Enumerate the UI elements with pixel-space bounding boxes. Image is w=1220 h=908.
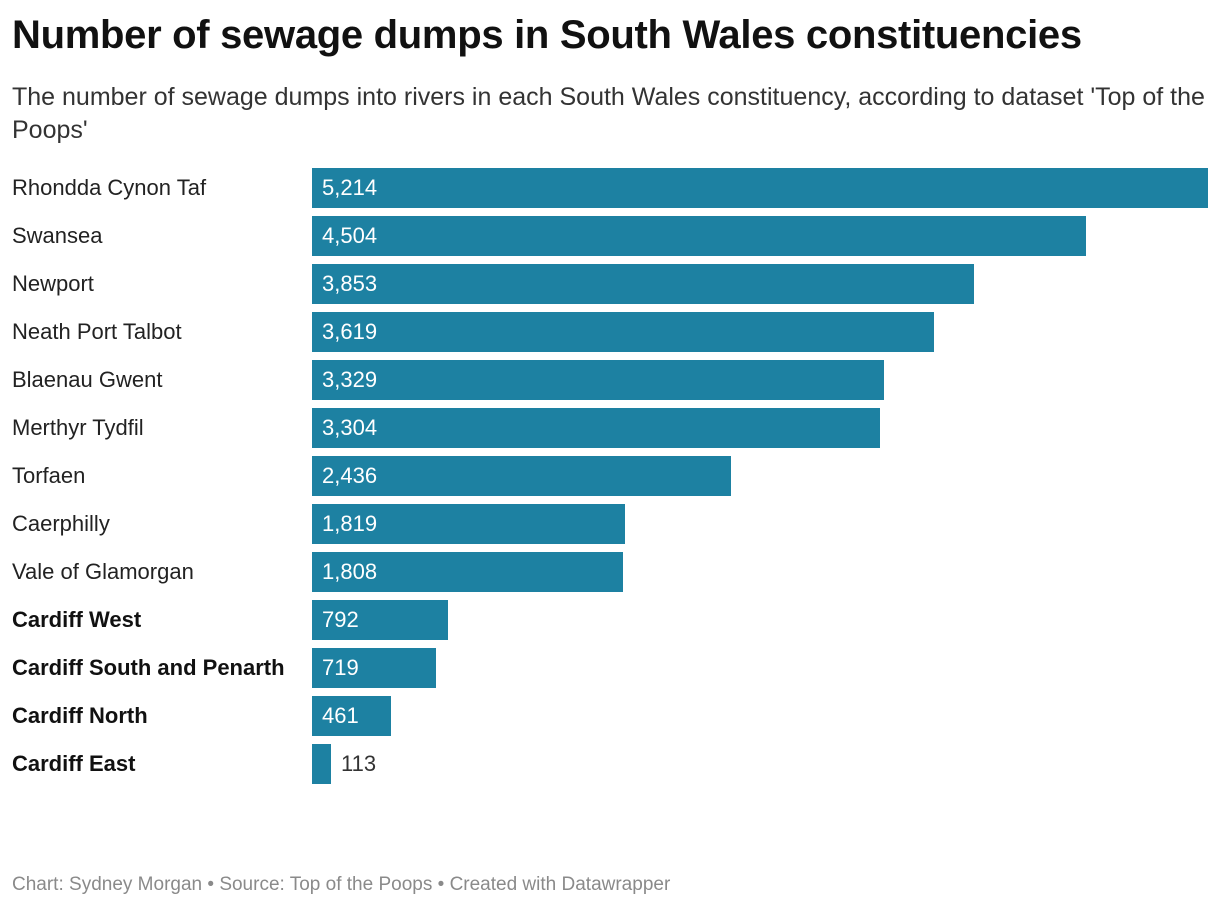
category-label: Merthyr Tydfil [12,415,144,440]
bar-row: Cardiff West 792 [0,600,1220,640]
bar [312,696,391,736]
value-label: 1,808 [322,559,378,584]
bar-row: Newport 3,853 [0,264,1220,304]
bar-row: Cardiff East 113 [0,744,1220,784]
chart-footer: Chart: Sydney Morgan • Source: Top of th… [12,872,1212,898]
bar-row: Vale of Glamorgan 1,808 [0,552,1220,592]
footer-separator: • [207,874,215,895]
value-label: 113 [341,751,377,776]
chart-subtitle: The number of sewage dumps into rivers i… [12,83,1205,144]
bar-row: Torfaen 2,436 [0,456,1220,496]
category-label: Cardiff East [12,751,136,776]
value-label: 3,853 [322,271,378,296]
bar [312,552,623,592]
footer-source: Source: Top of the Poops [219,874,433,895]
category-label: Torfaen [12,463,86,488]
bar [312,168,1208,208]
bar [312,504,625,544]
value-label: 5,214 [322,175,378,200]
bar [312,744,331,784]
bar-row: Cardiff North 461 [0,696,1220,736]
footer-separator: • [437,874,445,895]
bar-row: Cardiff South and Penarth 719 [0,648,1220,688]
category-label: Blaenau Gwent [12,367,163,392]
bar-row: Swansea 4,504 [0,216,1220,256]
bar-row: Blaenau Gwent 3,329 [0,360,1220,400]
bar [312,360,884,400]
category-label: Neath Port Talbot [12,319,182,344]
bar-row: Caerphilly 1,819 [0,504,1220,544]
value-label: 1,819 [322,511,378,536]
footer-credit: Chart: Sydney Morgan [12,874,203,895]
category-label: Newport [12,271,94,296]
category-label: Rhondda Cynon Taf [12,175,207,200]
value-label: 792 [322,607,359,632]
chart-title: Number of sewage dumps in South Wales co… [12,13,1082,57]
value-label: 4,504 [322,223,378,248]
category-label: Vale of Glamorgan [12,559,194,584]
category-label: Swansea [12,223,103,248]
bar-row: Merthyr Tydfil 3,304 [0,408,1220,448]
category-label: Caerphilly [12,511,110,536]
bar-row: Neath Port Talbot 3,619 [0,312,1220,352]
value-label: 3,329 [322,367,378,392]
bar [312,456,731,496]
value-label: 3,619 [322,319,378,344]
bar [312,216,1086,256]
value-label: 3,304 [322,415,378,440]
value-label: 2,436 [322,463,378,488]
category-label: Cardiff North [12,703,148,728]
bar [312,408,880,448]
footer-tool: Created with Datawrapper [449,874,671,895]
bar [312,312,934,352]
bar-row: Rhondda Cynon Taf 5,214 [0,168,1220,208]
bar [312,648,436,688]
value-label: 461 [322,703,359,728]
category-label: Cardiff West [12,607,142,632]
bar-chart: Rhondda Cynon Taf 5,214 Swansea 4,504 Newpor… [0,168,1220,788]
category-label: Cardiff South and Penarth [12,655,285,680]
bar [312,600,448,640]
value-label: 719 [322,655,359,680]
bar [312,264,974,304]
